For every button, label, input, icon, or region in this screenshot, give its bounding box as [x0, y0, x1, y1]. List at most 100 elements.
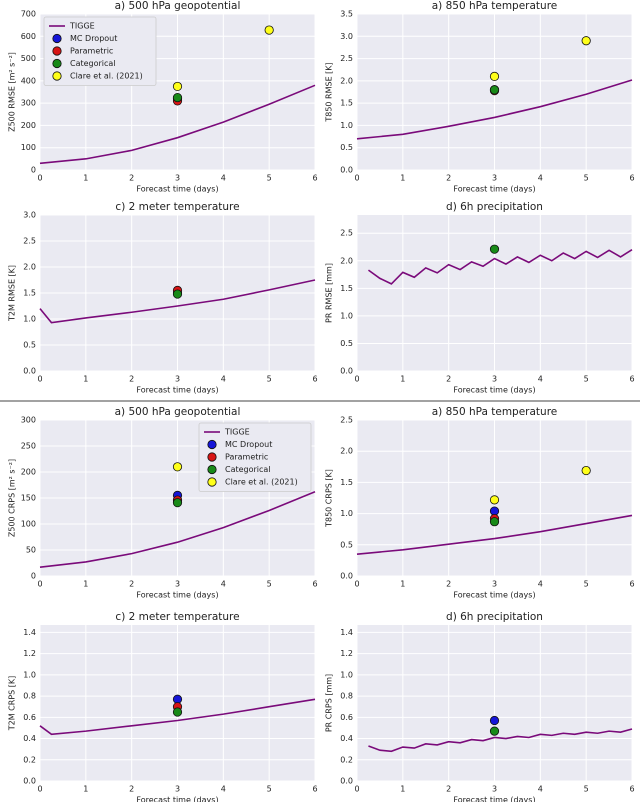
x-tick-label: 4 [538, 580, 543, 589]
x-tick-label: 6 [312, 375, 317, 384]
y-tick-label: 0.0 [23, 777, 36, 786]
y-axis-label: Z500 CRPS [m² s⁻²] [8, 459, 17, 537]
x-axis-label: Forecast time (days) [136, 591, 218, 600]
y-tick-label: 0 [31, 166, 36, 175]
legend-label: Categorical [70, 59, 116, 68]
x-tick-label: 4 [221, 580, 226, 589]
legend-swatch [52, 33, 62, 44]
x-tick-label: 1 [400, 375, 405, 384]
point [489, 726, 500, 736]
point [489, 244, 500, 254]
x-axis-label: Forecast time (days) [453, 796, 535, 802]
legend-box [198, 422, 312, 492]
y-axis-label: T850 RMSE [K] [325, 62, 334, 122]
y-tick-label: 1.2 [23, 649, 36, 658]
y-tick-label: 1.5 [340, 478, 353, 487]
y-tick-label: 0.5 [340, 143, 353, 152]
legend-box [43, 16, 157, 86]
y-tick-label: 1.0 [340, 121, 353, 130]
x-axis-label: Forecast time (days) [453, 591, 535, 600]
x-tick-label: 3 [175, 174, 180, 183]
legend-label: Parametric [225, 453, 268, 462]
x-tick-label: 5 [267, 375, 272, 384]
x-tick-label: 1 [83, 375, 88, 384]
x-tick-label: 1 [400, 785, 405, 794]
x-tick-label: 5 [267, 580, 272, 589]
y-tick-label: 0.8 [340, 692, 353, 701]
chart-title: d) 6h precipitation [446, 611, 543, 623]
legend-label: TIGGE [224, 428, 250, 437]
x-tick-label: 4 [538, 375, 543, 384]
y-tick-label: 0.2 [340, 755, 353, 764]
x-tick-label: 2 [129, 174, 134, 183]
x-tick-label: 4 [221, 174, 226, 183]
x-tick-label: 2 [129, 375, 134, 384]
x-tick-label: 5 [584, 375, 589, 384]
y-tick-label: 2.5 [340, 416, 353, 425]
y-tick-label: 200 [21, 121, 36, 130]
chart-title: a) 850 hPa temperature [432, 0, 558, 12]
chart-title: c) 2 meter temperature [115, 201, 239, 213]
x-tick-label: 5 [267, 174, 272, 183]
y-tick-label: 150 [21, 494, 36, 503]
y-tick-label: 0.4 [340, 734, 353, 743]
x-tick-label: 5 [584, 580, 589, 589]
y-axis-label: T2M RMSE [K] [8, 265, 17, 322]
legend-swatch [52, 46, 62, 56]
x-tick-label: 2 [446, 580, 451, 589]
x-tick-label: 6 [629, 580, 634, 589]
point [581, 465, 591, 476]
y-tick-label: 0.6 [23, 713, 36, 722]
x-tick-label: 0 [354, 580, 359, 589]
point [172, 81, 183, 92]
x-tick-label: 5 [584, 174, 589, 183]
y-tick-label: 300 [21, 99, 36, 108]
x-tick-label: 3 [492, 174, 497, 183]
chart-title: a) 850 hPa temperature [432, 406, 558, 418]
x-tick-label: 2 [129, 580, 134, 589]
x-tick-label: 3 [492, 580, 497, 589]
y-tick-label: 0 [31, 572, 36, 581]
series-line [356, 514, 633, 555]
y-axis-label: PR CRPS [mm] [325, 674, 334, 732]
x-tick-label: 5 [584, 785, 589, 794]
y-tick-label: 0.5 [23, 341, 36, 350]
point [172, 462, 183, 472]
x-tick-label: 6 [312, 580, 317, 589]
y-tick-label: 600 [21, 32, 36, 41]
y-tick-label: 2.0 [23, 263, 36, 272]
series-line [368, 728, 633, 753]
x-tick-label: 2 [446, 174, 451, 183]
point [489, 495, 500, 505]
y-tick-label: 500 [21, 54, 36, 63]
series-line [356, 79, 633, 140]
series-line [39, 84, 316, 165]
chart-title: d) 6h precipitation [446, 201, 543, 213]
x-tick-label: 6 [629, 785, 634, 794]
legend-swatch [207, 464, 217, 475]
y-tick-label: 1.0 [340, 311, 353, 320]
y-tick-label: 1.4 [340, 628, 353, 637]
point [489, 517, 500, 527]
legend-swatch [207, 439, 217, 450]
y-tick-label: 1.2 [340, 649, 353, 658]
y-tick-label: 1.4 [23, 628, 36, 637]
y-tick-label: 2.0 [340, 76, 353, 85]
point [489, 85, 500, 95]
series-line [39, 491, 316, 568]
y-tick-label: 0.4 [23, 734, 36, 743]
y-tick-label: 0.0 [340, 572, 353, 581]
y-tick-label: 1.0 [340, 670, 353, 679]
x-tick-label: 1 [400, 174, 405, 183]
x-tick-label: 1 [83, 785, 88, 794]
legend-label: Categorical [225, 465, 271, 474]
y-tick-label: 0.8 [23, 692, 36, 701]
y-tick-label: 1.0 [23, 315, 36, 324]
chart-title: a) 500 hPa geopotential [115, 0, 241, 12]
x-tick-label: 2 [129, 785, 134, 794]
y-tick-label: 100 [21, 143, 36, 152]
x-tick-label: 6 [629, 174, 634, 183]
x-tick-label: 6 [312, 785, 317, 794]
point [172, 498, 183, 508]
